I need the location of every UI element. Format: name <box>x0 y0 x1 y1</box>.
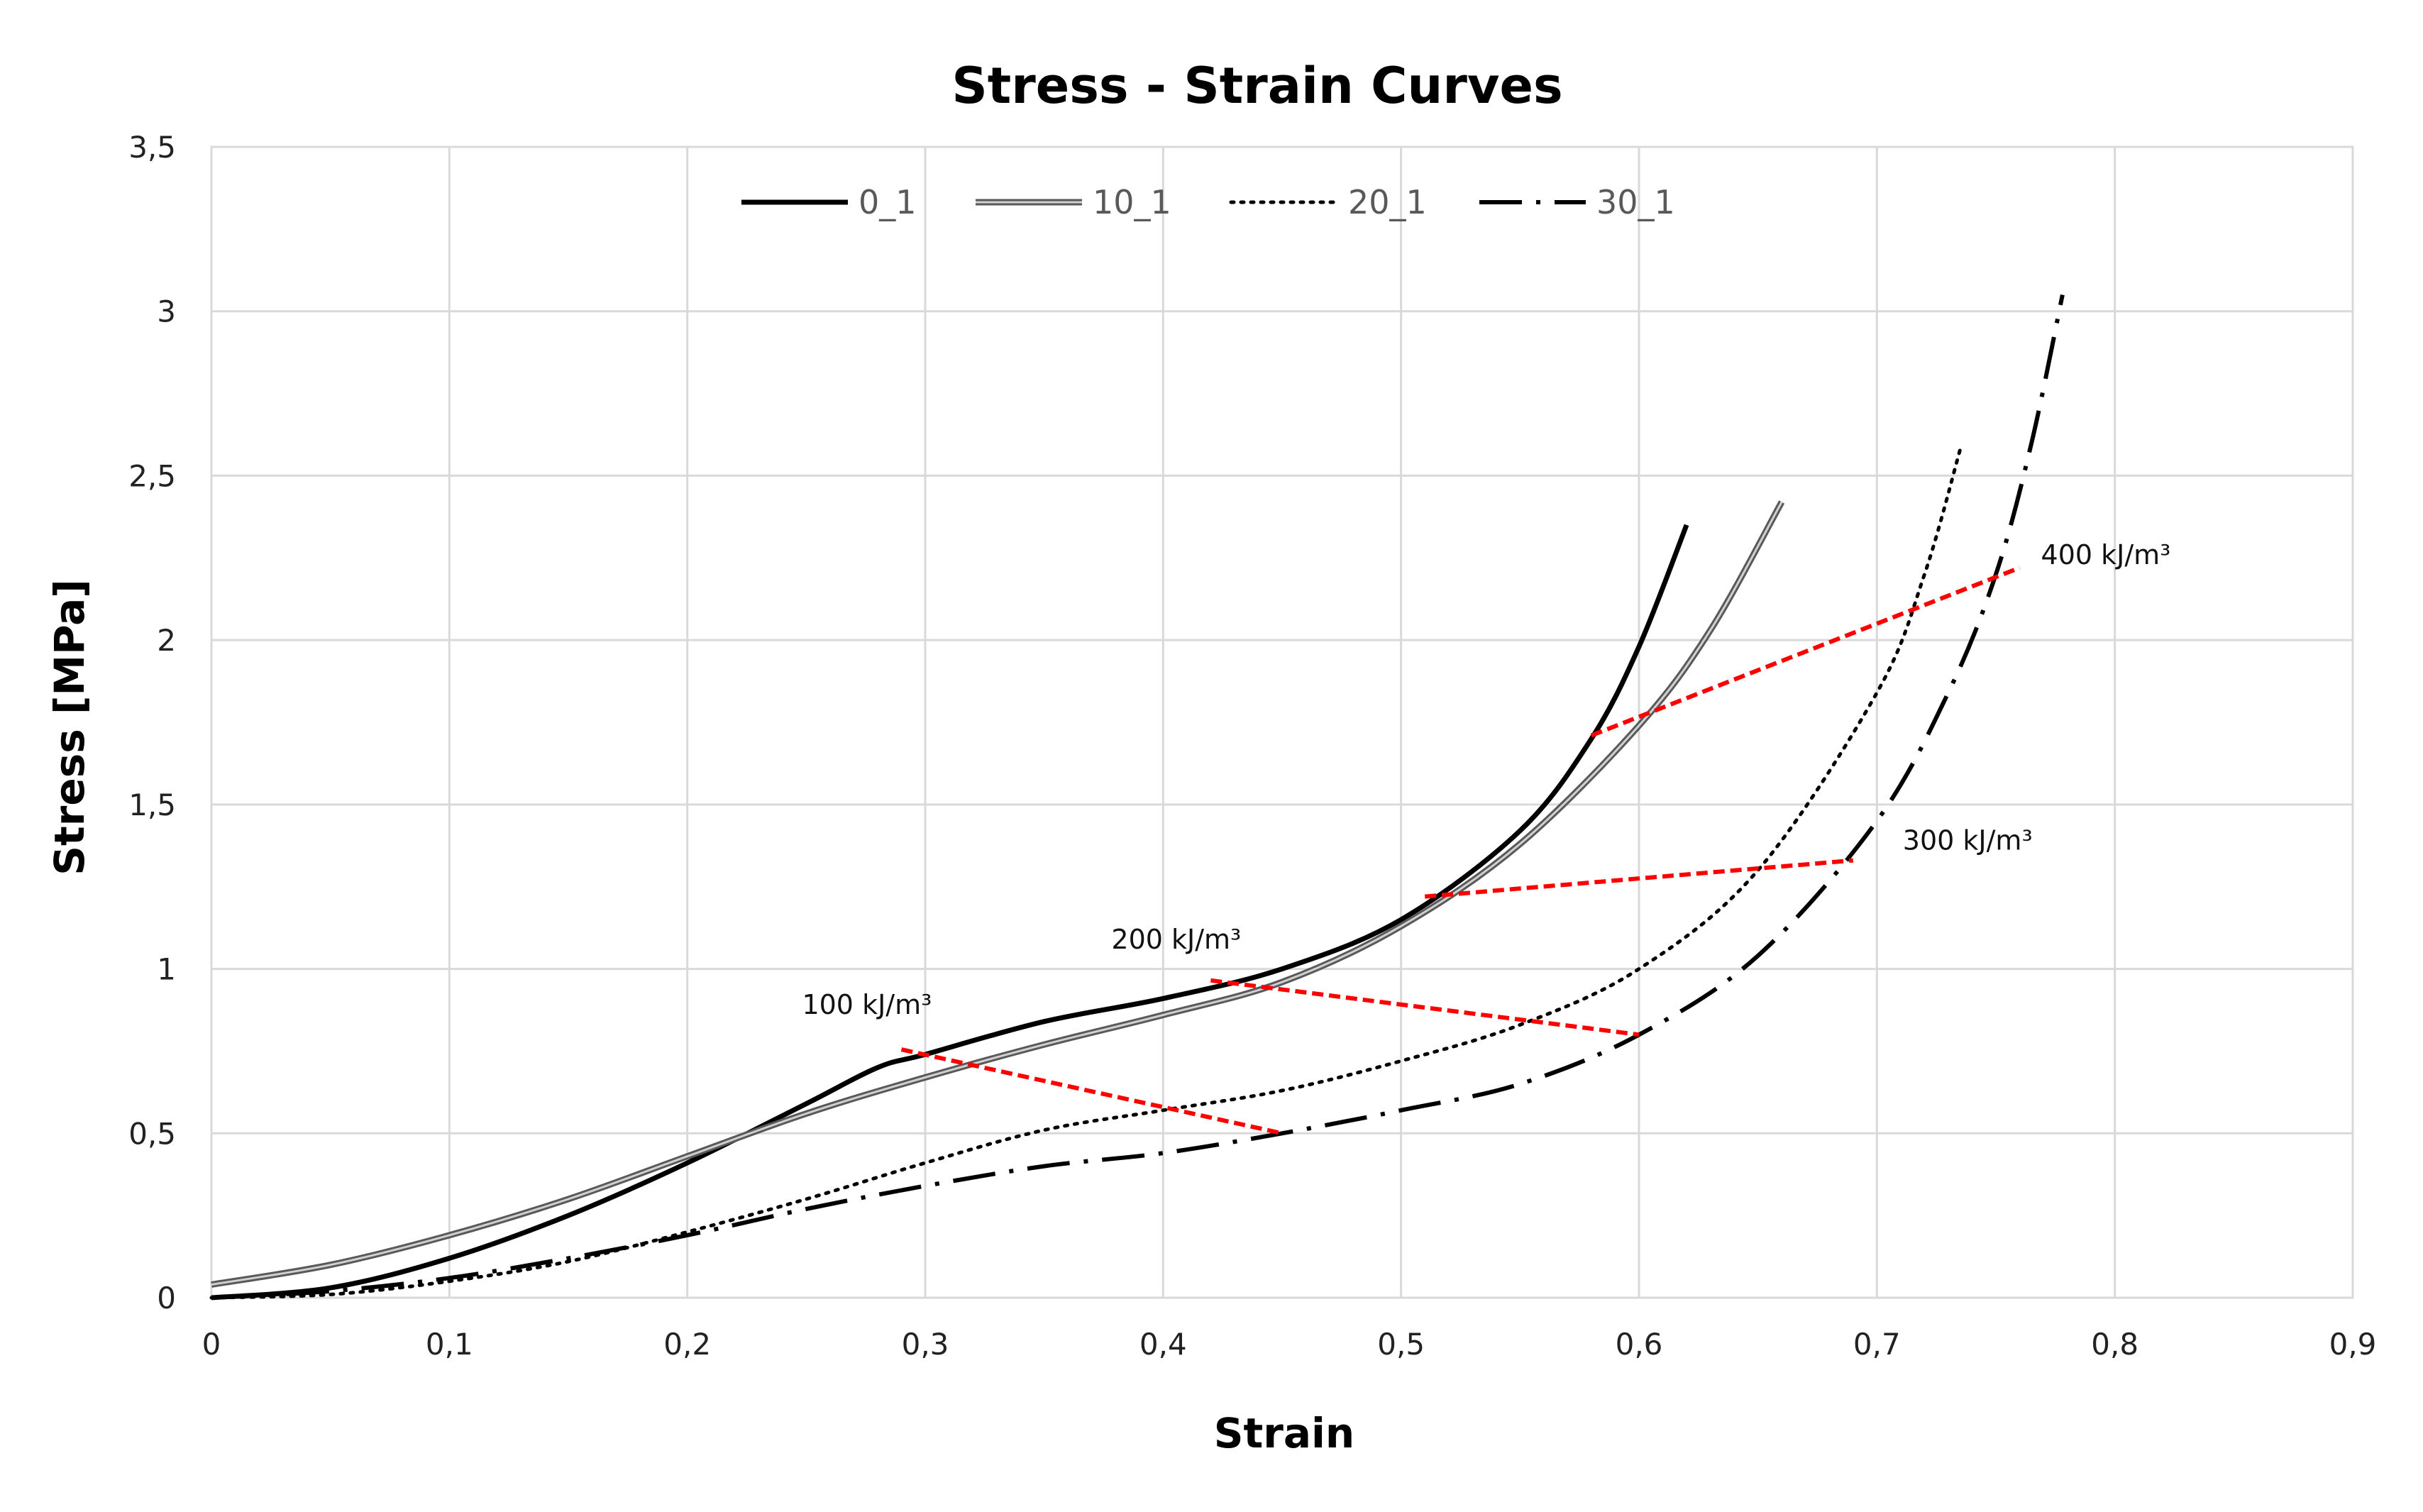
legend-label: 0_1 <box>859 183 917 221</box>
legend-label: 20_1 <box>1348 183 1427 221</box>
series-line-0-1 <box>211 524 1689 1301</box>
x-tick-label: 0,1 <box>426 1327 473 1362</box>
energy-label: 300 kJ/m³ <box>1903 825 2033 856</box>
x-tick-label: 0,4 <box>1139 1327 1187 1362</box>
y-tick-label: 3 <box>157 294 176 329</box>
energy-line <box>1424 858 1854 899</box>
y-tick-label: 0,5 <box>128 1116 176 1151</box>
x-tick-label: 0,5 <box>1377 1327 1425 1362</box>
plot-area-border <box>210 145 2354 1299</box>
x-tick-label: 0,2 <box>663 1327 711 1362</box>
x-tick-label: 0,3 <box>902 1327 949 1362</box>
y-tick-label: 2 <box>157 623 176 658</box>
chart-title: Stress - Strain Curves <box>951 57 1562 115</box>
energy-line <box>900 1047 1283 1136</box>
energy-label: 100 kJ/m³ <box>802 989 932 1020</box>
series-line-20-1 <box>209 447 1963 1300</box>
x-tick-label: 0 <box>202 1327 221 1362</box>
energy-lines: 100 kJ/m³ 200 kJ/m³ 300 kJ/m³ 400 kJ/m³ <box>802 539 2171 1136</box>
series-lines <box>209 294 2065 1301</box>
x-axis-label: Strain <box>1214 1409 1354 1457</box>
energy-label: 400 kJ/m³ <box>2041 539 2171 570</box>
x-tick-label: 0,7 <box>1853 1327 1901 1362</box>
series-line-10-1-core <box>211 501 1783 1286</box>
x-tick-label: 0,6 <box>1616 1327 1663 1362</box>
series-line-30-1 <box>211 294 2065 1300</box>
x-tick-label: 0,9 <box>2329 1327 2377 1362</box>
legend-label: 10_1 <box>1093 183 1171 221</box>
y-tick-label: 2,5 <box>128 458 176 493</box>
legend: 0_1 10_1 20_1 30_1 <box>741 183 1675 221</box>
energy-line <box>1590 565 2021 738</box>
energy-line <box>1210 978 1640 1037</box>
y-tick-label: 1 <box>157 952 176 987</box>
y-axis-label: Stress [MPa] <box>45 579 94 876</box>
y-tick-label: 0 <box>157 1281 176 1315</box>
energy-label: 200 kJ/m³ <box>1111 924 1241 955</box>
legend-label: 30_1 <box>1596 183 1675 221</box>
y-tick-label: 1,5 <box>128 788 176 822</box>
tick-labels: 0 0,1 0,2 0,3 0,4 0,5 0,6 0,7 0,8 0,9 0 0,5 1 1,5 2 2,5… <box>128 130 2376 1362</box>
y-tick-label: 3,5 <box>128 130 176 165</box>
x-tick-label: 0,8 <box>2091 1327 2138 1362</box>
